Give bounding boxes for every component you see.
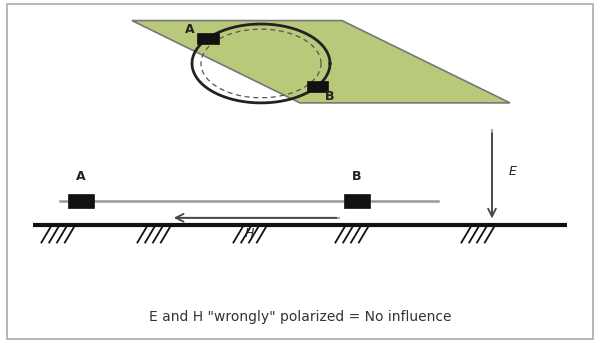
Text: E: E <box>509 165 517 178</box>
Text: E and H "wrongly" polarized = No influence: E and H "wrongly" polarized = No influen… <box>149 310 451 324</box>
Text: H: H <box>244 227 254 240</box>
Text: B: B <box>352 170 362 183</box>
Bar <box>197 33 219 44</box>
Polygon shape <box>132 21 510 103</box>
Text: A: A <box>76 170 86 183</box>
Bar <box>344 194 370 208</box>
Text: B: B <box>325 90 334 103</box>
Bar <box>68 194 94 208</box>
Bar <box>307 81 328 92</box>
Text: A: A <box>185 23 195 36</box>
